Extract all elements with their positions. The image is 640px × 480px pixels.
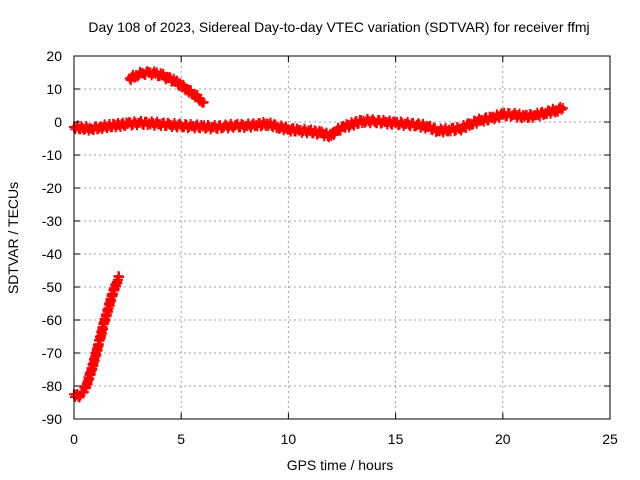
- data-points: [69, 66, 568, 403]
- series-upper-arc: [124, 66, 209, 108]
- data-point: [198, 97, 209, 108]
- y-tick-label: -50: [42, 279, 62, 295]
- x-tick-label: 25: [602, 431, 618, 447]
- plot-frame: [73, 55, 611, 420]
- y-tick-label: 10: [46, 81, 62, 97]
- x-tick-label: 5: [177, 431, 185, 447]
- y-tick-label: -80: [42, 378, 62, 394]
- x-axis-label: GPS time / hours: [287, 457, 394, 473]
- data-marker: [556, 104, 567, 115]
- y-tick-label: 20: [46, 48, 62, 64]
- y-tick-label: -90: [42, 411, 62, 427]
- x-tick-label: 10: [281, 431, 297, 447]
- y-tick-label: -20: [42, 180, 62, 196]
- series-main: [69, 101, 568, 143]
- x-tick-label: 15: [388, 431, 404, 447]
- y-axis-label: SDTVAR / TECUs: [5, 182, 21, 294]
- y-tick-label: -40: [42, 246, 62, 262]
- chart-title: Day 108 of 2023, Sidereal Day-to-day VTE…: [88, 19, 589, 35]
- x-tick-label: 0: [70, 431, 78, 447]
- y-tick-label: -30: [42, 213, 62, 229]
- y-tick-label: -70: [42, 345, 62, 361]
- axes-ticks: 20 10 0 -10 -20 -30 -40 -50 -60 -70 -80 -90 0 5 10 15 20…: [42, 48, 618, 447]
- y-tick-label: -60: [42, 312, 62, 328]
- data-point: [557, 103, 568, 114]
- y-tick-label: 0: [54, 114, 62, 130]
- y-tick-label: -10: [42, 147, 62, 163]
- x-tick-label: 20: [495, 431, 511, 447]
- data-point: [114, 272, 125, 283]
- series-lower-rise: [69, 271, 125, 403]
